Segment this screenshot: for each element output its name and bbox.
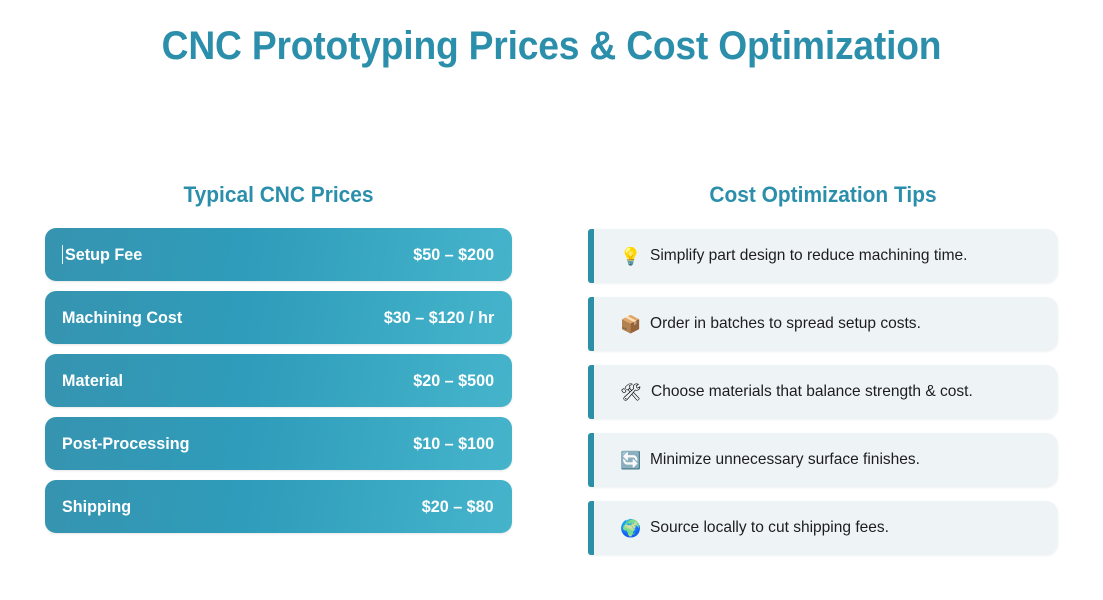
price-row[interactable]: Post-Processing $10 – $100 xyxy=(45,417,512,470)
tip-text: Order in batches to spread setup costs. xyxy=(650,315,922,332)
price-label: Material xyxy=(62,370,124,390)
tip-text: Simplify part design to reduce machining… xyxy=(650,247,968,264)
tip-card[interactable]: 📦 Order in batches to spread setup costs… xyxy=(588,297,1058,351)
tip-text: Minimize unnecessary surface finishes. xyxy=(650,451,921,468)
price-label: Shipping xyxy=(62,496,132,516)
price-list: Setup Fee $50 – $200 Machining Cost $30 … xyxy=(45,228,512,543)
text-caret xyxy=(62,245,63,264)
price-value: $30 – $120 / hr xyxy=(383,307,494,327)
lightbulb-icon: 💡 xyxy=(620,246,642,266)
prices-section-heading: Typical CNC Prices xyxy=(183,182,374,207)
price-row[interactable]: Shipping $20 – $80 xyxy=(45,480,512,533)
price-row[interactable]: Material $20 – $500 xyxy=(45,354,512,407)
hammer-wrench-icon: 🛠 xyxy=(620,382,642,402)
package-box-icon: 📦 xyxy=(620,314,642,334)
price-label: Post-Processing xyxy=(62,433,190,453)
price-label: Setup Fee xyxy=(65,244,143,264)
price-row[interactable]: Setup Fee $50 – $200 xyxy=(45,228,512,281)
price-value: $20 – $500 xyxy=(413,370,494,390)
tips-section-heading: Cost Optimization Tips xyxy=(709,182,937,207)
price-value: $50 – $200 xyxy=(413,244,494,264)
tip-card[interactable]: 🛠 Choose materials that balance strength… xyxy=(588,365,1058,419)
price-label: Machining Cost xyxy=(62,307,183,327)
price-value: $10 – $100 xyxy=(413,433,494,453)
tip-card[interactable]: 🌍 Source locally to cut shipping fees. xyxy=(588,501,1058,555)
tip-card[interactable]: 💡 Simplify part design to reduce machini… xyxy=(588,229,1058,283)
tip-text: Source locally to cut shipping fees. xyxy=(650,519,890,536)
refresh-arrows-icon: 🔄 xyxy=(620,450,642,470)
price-row[interactable]: Machining Cost $30 – $120 / hr xyxy=(45,291,512,344)
page-title: CNC Prototyping Prices & Cost Optimizati… xyxy=(161,24,942,68)
tips-list: 💡 Simplify part design to reduce machini… xyxy=(588,229,1058,569)
globe-icon: 🌍 xyxy=(620,518,642,538)
tip-text: Choose materials that balance strength &… xyxy=(650,383,973,400)
tip-card[interactable]: 🔄 Minimize unnecessary surface finishes. xyxy=(588,433,1058,487)
price-value: $20 – $80 xyxy=(422,496,494,516)
